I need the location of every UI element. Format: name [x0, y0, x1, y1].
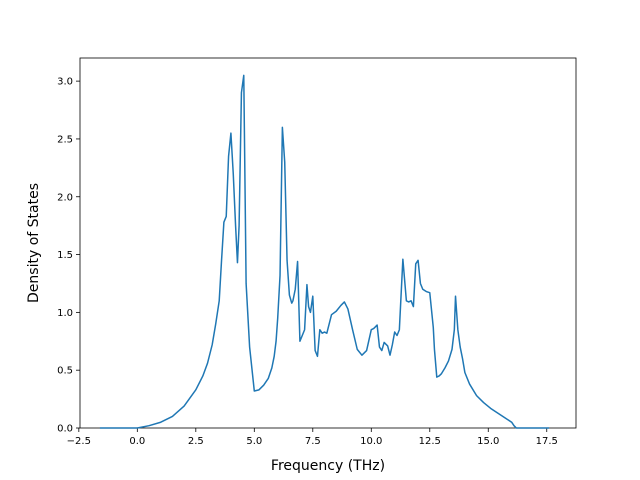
x-tick-label: 10.0 [360, 436, 382, 447]
dos-series-line [99, 74, 550, 429]
x-tick-label: 15.0 [477, 436, 499, 447]
y-tick-label: 2.0 [57, 192, 73, 203]
x-tick-label: 17.5 [536, 436, 558, 447]
y-tick-label: 0.5 [57, 366, 73, 377]
x-axis-ticks: −2.5 0.0 2.5 5.0 7.5 10.0 12.5 15.0 17.5 [67, 428, 558, 447]
x-tick-label: 2.5 [188, 436, 204, 447]
y-tick-label: 1.0 [57, 308, 73, 319]
x-tick-label: 7.5 [305, 436, 321, 447]
x-tick-label: 12.5 [419, 436, 441, 447]
y-tick-label: 0.0 [57, 424, 73, 435]
y-tick-label: 2.5 [57, 134, 73, 145]
y-tick-label: 3.0 [57, 77, 73, 88]
x-tick-label: 0.0 [129, 436, 145, 447]
x-tick-label: 5.0 [246, 436, 262, 447]
x-axis-label: Frequency (THz) [271, 458, 385, 474]
x-tick-label: −2.5 [67, 436, 91, 447]
y-axis-ticks: 0.0 0.5 1.0 1.5 2.0 2.5 3.0 [57, 77, 80, 435]
y-tick-label: 1.5 [57, 250, 73, 261]
y-axis-label: Density of States [26, 183, 42, 303]
plot-frame [79, 57, 577, 429]
